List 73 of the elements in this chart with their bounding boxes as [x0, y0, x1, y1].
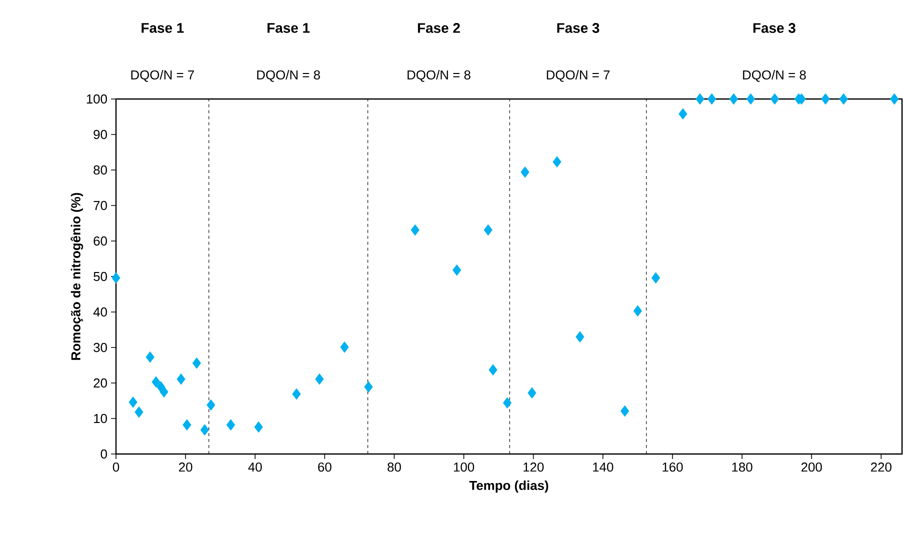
point: [182, 419, 192, 431]
point: [112, 272, 120, 284]
text: DQO/N = 8: [408, 70, 470, 82]
text: Fase 1: [268, 23, 310, 33]
point: [488, 364, 498, 376]
point: [552, 156, 562, 168]
point: [192, 357, 202, 369]
point: [502, 397, 512, 409]
point: [206, 399, 216, 411]
point: [821, 93, 830, 105]
point: [128, 396, 138, 408]
point: [410, 224, 420, 236]
point: [146, 351, 154, 363]
point: [839, 93, 848, 105]
point: [696, 93, 704, 105]
text: Fase 2: [418, 23, 460, 33]
x-tick-label: 60: [318, 462, 332, 472]
y-axis-title: Romoção de nitrogênio (%): [70, 192, 84, 360]
point: [484, 224, 492, 236]
y-tick-label: 90: [94, 130, 107, 140]
x-tick-label: 220: [870, 462, 892, 472]
point: [707, 93, 716, 105]
point: [620, 405, 630, 417]
x-tick-label: 180: [732, 462, 752, 472]
point: [678, 108, 688, 120]
x-tick-label: 20: [179, 462, 192, 472]
x-tick-label: 40: [248, 462, 262, 472]
point: [134, 406, 144, 418]
x-tick-label: 80: [388, 462, 401, 472]
point: [152, 376, 160, 388]
text: DQO/N = 8: [743, 70, 806, 82]
text: Fase 3: [557, 23, 600, 33]
y-tick-label: 70: [94, 200, 107, 210]
x-tick-label: 100: [454, 462, 474, 472]
point: [364, 381, 373, 393]
point: [651, 272, 660, 284]
point: [890, 93, 899, 105]
x-tick-label: 0: [112, 462, 120, 472]
x-tick-label: 200: [801, 462, 822, 472]
y-tick-label: 20: [94, 378, 107, 388]
text: DQO/N = 7: [131, 70, 194, 82]
point: [770, 93, 780, 105]
point: [576, 331, 584, 343]
point: [160, 386, 168, 398]
point: [520, 166, 530, 178]
y-tick-label: 40: [93, 307, 107, 317]
point: [340, 341, 349, 353]
point: [633, 305, 642, 317]
point: [452, 264, 462, 276]
text: Fase 3: [753, 23, 796, 33]
text: DQO/N = 7: [546, 70, 610, 82]
point: [528, 387, 536, 399]
point: [292, 388, 301, 400]
text: DQO/N = 8: [257, 70, 320, 82]
point: [746, 93, 756, 105]
y-tick-label: 50: [94, 272, 107, 282]
text: Fase 1: [142, 23, 184, 33]
x-tick-label: 160: [662, 462, 683, 472]
point: [729, 93, 738, 105]
point: [176, 373, 186, 385]
y-tick-label: 30: [94, 342, 107, 352]
x-tick-label: 120: [524, 462, 544, 472]
y-tick-label: 0: [100, 449, 107, 459]
y-tick-label: 10: [94, 414, 107, 424]
point: [315, 373, 324, 385]
y-tick-label: 80: [94, 165, 107, 175]
point: [226, 419, 236, 431]
point: [254, 421, 263, 433]
x-tick-label: 140: [593, 462, 614, 472]
y-tick-label: 100: [86, 94, 107, 104]
point: [200, 424, 210, 436]
y-tick-label: 60: [94, 236, 107, 246]
x-axis-title: Tempo (dias): [469, 480, 548, 493]
